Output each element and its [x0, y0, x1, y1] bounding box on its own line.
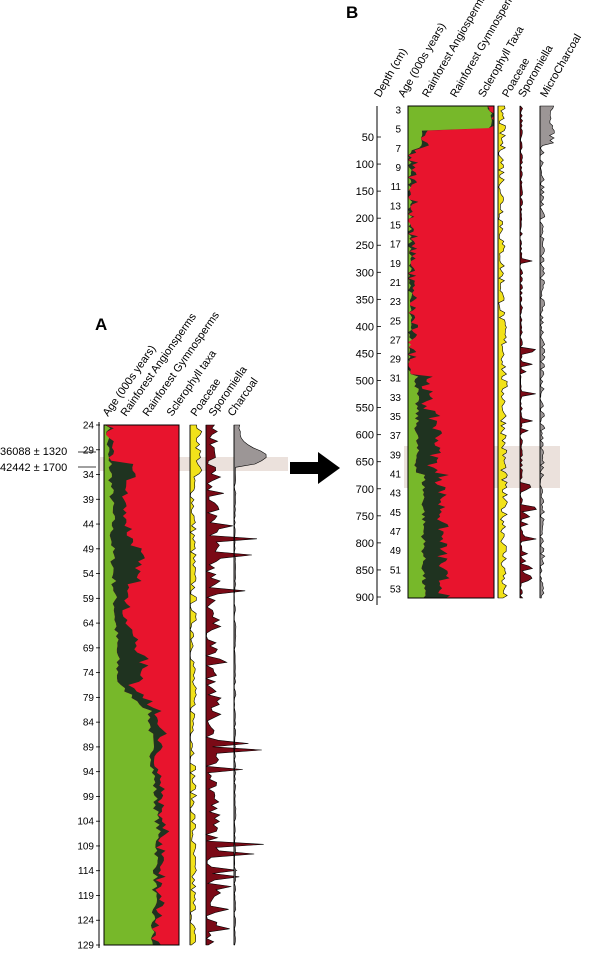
age-tick-label: 37 [390, 431, 402, 442]
depth-tick-label: 500 [356, 376, 374, 388]
age-tick-label: 39 [390, 450, 402, 461]
panel-b-charcoal-curve [539, 105, 555, 599]
panel-b-headers: Depth (cm) Age (000s years) Rainforest A… [372, 0, 584, 100]
age-tick-label: 3 [395, 106, 401, 117]
depth-tick-label: 900 [356, 592, 374, 604]
panel-b-depth-ticks: 50 100 150 200 250 300 350 400 450 500 550 600 650 70… [356, 132, 381, 604]
age-tick-label: 33 [390, 393, 402, 404]
depth-tick-label: 700 [356, 484, 374, 496]
age-tick-label: 79 [83, 693, 95, 704]
age-tick-label: 45 [390, 508, 402, 519]
age-tick-label: 29 [83, 445, 95, 456]
age-tick-label: 35 [390, 412, 402, 423]
depth-tick-label: 100 [356, 159, 374, 171]
age-tick-label: 104 [77, 817, 94, 828]
age-tick-label: 44 [83, 520, 95, 531]
age-tick-label: 43 [390, 489, 402, 500]
panel-a-charcoal-curve [233, 424, 267, 946]
age-tick-label: 49 [390, 546, 402, 557]
age-tick-label: 11 [391, 182, 402, 193]
age-tick-label: 24 [83, 421, 95, 432]
depth-tick-label: 400 [356, 321, 374, 333]
age-tick-label: 99 [83, 792, 95, 803]
age-tick-label: 114 [78, 866, 94, 877]
age-tick-label: 17 [390, 240, 402, 251]
panel-a-gymnosperm-area [104, 425, 170, 945]
age-tick-label: 124 [77, 916, 94, 927]
panel-b-label: B [346, 3, 358, 22]
age-tick-label: 41 [390, 470, 402, 481]
age-tick-label: 34 [83, 470, 95, 481]
depth-tick-label: 600 [356, 430, 374, 442]
age-tick-label: 109 [77, 841, 94, 852]
panel-a-poaceae-curve [189, 424, 203, 946]
panel-a-sclerophyll-area [104, 425, 161, 945]
depth-tick-label: 650 [356, 457, 374, 469]
age-tick-label: 94 [83, 767, 95, 778]
age-tick-label: 7 [395, 144, 401, 155]
depth-tick-label: 300 [356, 267, 374, 279]
age-tick-label: 21 [390, 278, 402, 289]
depth-tick-label: 850 [356, 565, 374, 577]
age-tick-label: 31 [390, 374, 402, 385]
panel-b-poaceae-curve [497, 105, 508, 599]
depth-tick-label: 250 [356, 240, 374, 252]
panel-b-stack-frame [407, 105, 495, 599]
age-tick-label: 39 [83, 495, 95, 506]
panel-a-headers: Age (000s years) Rainforest Angionsperms… [101, 309, 261, 418]
date-label-2: 42442 ± 1700 [0, 462, 67, 474]
panel-b-sporomiella-curve [519, 105, 537, 599]
age-tick-label: 47 [390, 527, 402, 538]
age-tick-label: 84 [83, 718, 95, 729]
panel-b-gymnosperm-area [408, 106, 494, 598]
age-tick-label: 119 [78, 891, 94, 902]
panel-a-curves [103, 424, 267, 946]
panel-b-curves [407, 105, 555, 599]
age-tick-label: 51 [390, 565, 402, 576]
depth-tick-label: 150 [356, 186, 374, 198]
age-tick-label: 49 [83, 544, 95, 555]
panel-b-sclerophyll-area [408, 106, 492, 598]
age-tick-label: 64 [83, 619, 95, 630]
age-tick-label: 53 [390, 585, 402, 596]
panel-a-label: A [95, 315, 107, 334]
panel-a-sporomiella-curve [205, 424, 264, 946]
depth-tick-label: 550 [356, 403, 374, 415]
age-tick-label: 69 [83, 643, 95, 654]
panel-a-age-ticks: 24 29 34 39 44 49 54 59 64 69 74 79 84 89 94 99 104 109 11… [77, 421, 100, 952]
depth-tick-label: 350 [356, 294, 374, 306]
depth-tick-label: 750 [356, 511, 374, 523]
date-label-1: 36088 ± 1320 [0, 446, 67, 458]
age-tick-label: 25 [390, 316, 402, 327]
age-tick-label: 54 [83, 569, 95, 580]
age-tick-label: 29 [390, 355, 402, 366]
age-tick-label: 74 [83, 668, 95, 679]
depth-tick-label: 200 [356, 213, 374, 225]
age-tick-label: 129 [77, 941, 94, 952]
age-tick-label: 89 [83, 742, 95, 753]
depth-tick-label: 50 [362, 132, 374, 144]
age-tick-label: 15 [390, 220, 402, 231]
age-tick-label: 5 [395, 125, 401, 136]
depth-tick-label: 800 [356, 538, 374, 550]
age-tick-label: 13 [390, 201, 402, 212]
arrow-icon [290, 452, 340, 484]
depth-tick-label: 450 [356, 348, 374, 360]
age-tick-label: 9 [395, 163, 401, 174]
age-tick-label: 27 [390, 335, 402, 346]
age-tick-label: 19 [390, 259, 402, 270]
age-tick-label: 23 [390, 297, 402, 308]
age-tick-label: 59 [83, 594, 95, 605]
panel-a-stack-frame [103, 424, 180, 946]
panel-b-age-ticks: 3579111315171921232527293133353739414345… [390, 106, 402, 596]
